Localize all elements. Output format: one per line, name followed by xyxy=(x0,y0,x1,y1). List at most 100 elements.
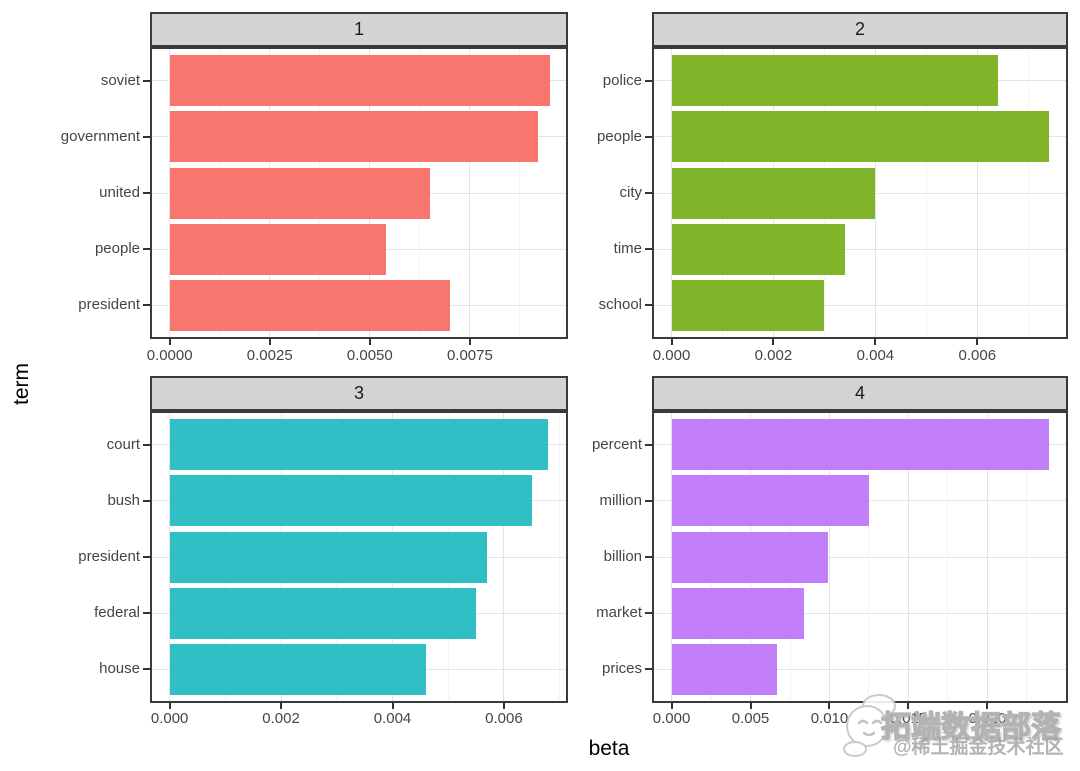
x-tick-mark xyxy=(749,703,752,709)
facet-strip-2: 2 xyxy=(652,12,1068,47)
y-axis-label-million: million xyxy=(599,491,642,509)
y-tick-mark xyxy=(143,79,150,82)
bar-time xyxy=(671,223,845,275)
bar-house xyxy=(169,643,426,695)
y-axis-label-president: president xyxy=(78,548,140,565)
x-tick-label: 0.0075 xyxy=(446,347,493,364)
x-tick-label: 0.010 xyxy=(810,710,849,727)
bar-bush xyxy=(169,475,532,527)
y-tick-mark xyxy=(645,499,652,502)
y-axis-label-people: people xyxy=(94,240,140,258)
y-axis-label-president: president xyxy=(78,296,140,314)
x-tick-mark xyxy=(670,703,673,709)
x-tick-label: 0.004 xyxy=(856,347,895,364)
gridline-major-horizontal xyxy=(652,668,1068,670)
y-axis-label-police: police xyxy=(602,71,642,89)
y-tick-mark xyxy=(143,612,150,615)
y-axis-label-house: house xyxy=(99,660,140,678)
x-tick-mark xyxy=(168,703,171,709)
bar-united xyxy=(169,167,430,219)
gridline-major-horizontal xyxy=(652,248,1068,250)
bar-police xyxy=(671,55,998,107)
x-tick-mark xyxy=(468,339,471,345)
y-axis-label-percent: percent xyxy=(591,435,642,453)
x-tick-mark xyxy=(368,339,371,345)
x-tick-mark xyxy=(828,703,831,709)
bar-people xyxy=(169,223,386,275)
bar-market xyxy=(671,587,805,639)
bar-prices xyxy=(671,643,778,695)
y-axis-label-bush: bush xyxy=(107,491,140,509)
bar-billion xyxy=(671,531,828,583)
x-tick-label: 0.000 xyxy=(150,710,189,727)
x-tick-label: 0.000 xyxy=(652,347,691,364)
x-tick-mark xyxy=(874,339,877,345)
bar-court xyxy=(169,419,549,471)
y-axis-label-soviet: soviet xyxy=(100,71,140,89)
y-axis-label-court: court xyxy=(106,435,140,453)
x-tick-label: 0.002 xyxy=(262,710,300,727)
gridline-major-horizontal xyxy=(652,556,1068,558)
bar-city xyxy=(671,167,876,219)
x-tick-label: 0.006 xyxy=(958,347,997,364)
x-tick-label: 0.006 xyxy=(485,710,523,727)
x-tick-label: 0.002 xyxy=(754,347,793,364)
y-axis-label-people: people xyxy=(596,127,642,145)
y-tick-mark xyxy=(645,192,652,194)
bar-government xyxy=(169,111,538,163)
y-tick-mark xyxy=(143,135,150,138)
y-tick-mark xyxy=(143,304,150,307)
y-tick-mark xyxy=(645,135,652,138)
x-tick-label: 0.0025 xyxy=(246,347,293,364)
y-axis-label-prices: prices xyxy=(601,660,642,678)
y-tick-mark xyxy=(143,668,150,671)
y-axis-label-billion: billion xyxy=(603,548,642,565)
bar-people xyxy=(671,111,1049,163)
x-tick-label: 0.020 xyxy=(968,710,1007,727)
gridline-major-horizontal xyxy=(652,304,1068,306)
x-tick-label: 0.004 xyxy=(373,710,412,727)
y-axis-label-united: united xyxy=(99,184,140,201)
x-tick-mark xyxy=(907,703,910,709)
bar-million xyxy=(671,475,869,527)
facet-strip-3: 3 xyxy=(150,376,568,411)
y-tick-mark xyxy=(645,304,652,307)
y-tick-mark xyxy=(645,612,652,615)
x-tick-label: 0.005 xyxy=(731,710,770,727)
y-axis-label-time: time xyxy=(613,240,642,258)
y-tick-mark xyxy=(143,192,150,194)
y-axis-title-text: term xyxy=(10,363,33,405)
y-tick-mark xyxy=(143,248,150,251)
x-tick-mark xyxy=(168,339,171,345)
x-tick-label: 0.0000 xyxy=(146,347,193,364)
y-axis-label-school: school xyxy=(598,296,642,314)
x-tick-mark xyxy=(268,339,271,345)
y-axis-label-market: market xyxy=(596,604,642,622)
x-tick-label: 0.000 xyxy=(652,710,691,727)
x-tick-mark xyxy=(986,703,989,709)
y-axis-label-city: city xyxy=(619,184,643,201)
y-tick-mark xyxy=(645,443,652,446)
bar-percent xyxy=(671,419,1050,471)
bar-soviet xyxy=(169,55,550,107)
x-tick-mark xyxy=(391,703,394,709)
facet-strip-4: 4 xyxy=(652,376,1068,411)
bar-federal xyxy=(169,587,477,639)
x-tick-mark xyxy=(670,339,673,345)
x-tick-label: 0.0050 xyxy=(346,347,393,364)
y-tick-mark xyxy=(645,79,652,82)
y-axis-label-federal: federal xyxy=(94,604,140,622)
y-tick-mark xyxy=(143,443,150,446)
x-tick-label: 0.015 xyxy=(889,710,928,727)
facet-strip-1: 1 xyxy=(150,12,568,47)
y-tick-mark xyxy=(143,499,150,502)
y-tick-mark xyxy=(645,248,652,251)
y-axis-label-government: government xyxy=(60,127,140,145)
x-tick-mark xyxy=(976,339,979,345)
gridline-major-horizontal xyxy=(652,612,1068,614)
bar-president xyxy=(169,279,450,331)
bar-school xyxy=(671,279,825,331)
x-tick-mark xyxy=(772,339,775,345)
bar-president xyxy=(169,531,488,583)
